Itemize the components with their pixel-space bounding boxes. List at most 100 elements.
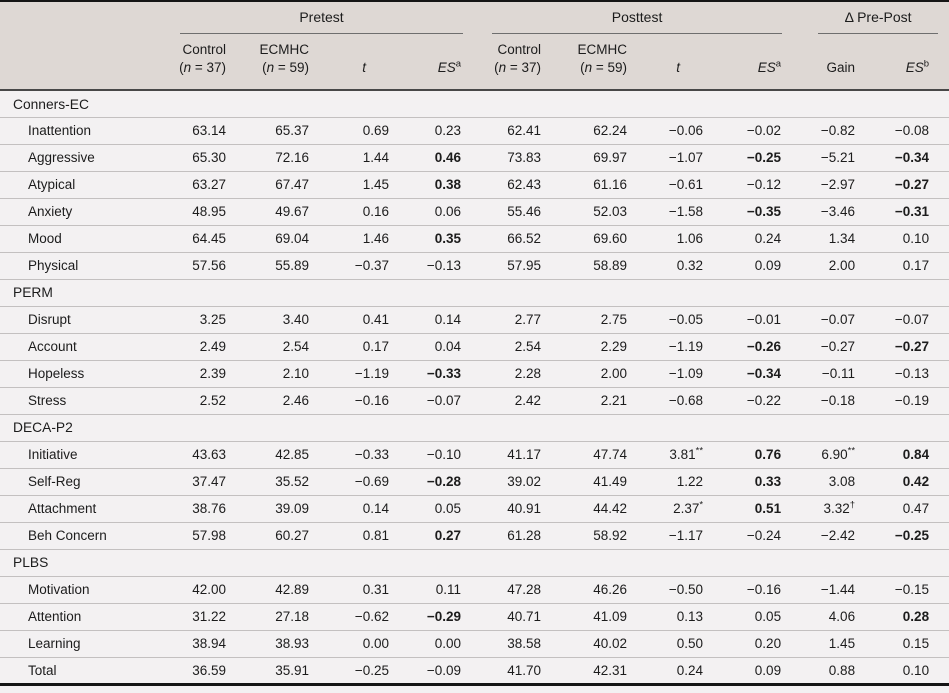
cell-value: 1.44 — [362, 150, 389, 166]
cell-value: 0.69 — [362, 123, 389, 139]
group-posttest-label: Posttest — [611, 9, 663, 25]
cell-value: 2.29 — [600, 339, 628, 355]
cell-value: 2.00 — [828, 258, 856, 274]
value-cell: −0.68 — [636, 387, 713, 415]
value-cell: 62.24 — [550, 117, 637, 145]
value-cell: 0.84 — [865, 441, 949, 469]
value-cell: 0.28 — [865, 603, 949, 631]
value-cell: 41.49 — [550, 468, 637, 496]
cell-value: 69.60 — [593, 231, 628, 247]
cell-value: −0.13 — [894, 366, 930, 382]
value-cell: 0.38 — [398, 171, 471, 199]
value-cell: 0.69 — [318, 117, 398, 145]
cell-value: −0.27 — [820, 339, 856, 355]
cell-value: 0.05 — [754, 609, 782, 625]
cell-value: 52.03 — [593, 204, 628, 220]
section-row: PLBS — [0, 549, 949, 577]
cell-value: 2.49 — [199, 339, 226, 355]
value-cell: 0.17 — [865, 252, 949, 280]
value-cell: 0.51 — [712, 495, 791, 523]
cell-value: −0.35 — [746, 204, 782, 220]
cell-value: 55.89 — [275, 258, 309, 274]
cell-value: 58.92 — [593, 528, 628, 544]
cell-value: 37.47 — [192, 474, 226, 490]
value-cell: 57.98 — [170, 522, 235, 550]
cell-value: 62.24 — [593, 123, 628, 139]
section-label: Conners-EC — [0, 90, 949, 118]
cell-value: 62.43 — [507, 177, 542, 193]
value-cell: 2.46 — [235, 387, 318, 415]
value-cell: 66.52 — [470, 225, 551, 253]
cell-value: −0.06 — [668, 123, 704, 139]
value-cell: 0.11 — [398, 576, 471, 604]
value-cell: 37.47 — [170, 468, 235, 496]
row-label: Physical — [0, 252, 170, 280]
cell-value: −0.29 — [426, 609, 462, 625]
value-cell: 2.77 — [470, 306, 551, 334]
cell-value: 39.02 — [507, 474, 542, 490]
cell-value: −0.08 — [894, 123, 930, 139]
row-label: Attachment — [0, 495, 170, 523]
value-cell: 27.18 — [235, 603, 318, 631]
value-cell: 0.00 — [318, 630, 398, 658]
cell-value: 0.81 — [362, 528, 389, 544]
column-header-row: Control (n = 37) ECMHC (n = 59) t ESa Co… — [0, 34, 949, 92]
cell-value: −0.34 — [894, 150, 930, 166]
cell-value: 0.16 — [362, 204, 389, 220]
value-cell: 3.08 — [790, 468, 866, 496]
cell-value: −0.61 — [668, 177, 704, 193]
cell-value: 0.14 — [362, 501, 389, 517]
section-label: PERM — [0, 279, 949, 307]
cell-value: −0.07 — [426, 393, 462, 409]
cell-value: 2.54 — [514, 339, 542, 355]
value-cell: 69.60 — [550, 225, 637, 253]
value-cell: 69.04 — [235, 225, 318, 253]
group-delta-underline: Δ Pre-Post — [818, 2, 939, 35]
section-label: DECA-P2 — [0, 414, 949, 442]
significance-marker: † — [849, 499, 856, 511]
cell-value: 36.59 — [192, 662, 226, 678]
value-cell: 62.41 — [470, 117, 551, 145]
row-label: Learning — [0, 630, 170, 658]
value-cell: −0.05 — [636, 306, 713, 334]
value-cell: 0.33 — [712, 468, 791, 496]
cell-value: −0.33 — [354, 447, 389, 463]
value-cell: 57.95 — [470, 252, 551, 280]
cell-value: 1.46 — [362, 231, 389, 247]
cell-value: 41.70 — [507, 662, 542, 678]
cell-value: 0.28 — [902, 609, 930, 625]
value-cell: 38.58 — [470, 630, 551, 658]
row-label: Stress — [0, 387, 170, 415]
row-label: Self-Reg — [0, 468, 170, 496]
value-cell: 1.06 — [636, 225, 713, 253]
cell-value: 0.23 — [434, 123, 462, 139]
cell-value: 43.63 — [192, 447, 226, 463]
cell-value: 2.28 — [514, 366, 542, 382]
value-cell: 39.02 — [470, 468, 551, 496]
cell-value: −0.25 — [354, 662, 389, 678]
section-row: DECA-P2 — [0, 414, 949, 442]
cell-value: 57.95 — [507, 258, 542, 274]
cell-value: 41.17 — [507, 447, 542, 463]
row-label: Beh Concern — [0, 522, 170, 550]
value-cell: 0.42 — [865, 468, 949, 496]
value-cell: −0.07 — [398, 387, 471, 415]
value-cell: 3.81** — [636, 441, 713, 469]
value-cell: −0.34 — [712, 360, 791, 388]
value-cell: −0.10 — [398, 441, 471, 469]
cell-value: −0.69 — [354, 474, 389, 490]
cell-value: 0.17 — [362, 339, 389, 355]
cell-value: −1.17 — [668, 528, 704, 544]
table-row: Learning 38.94 38.93 0.00 0.00 38.58 40.02 0.50… — [0, 630, 949, 658]
value-cell: −0.62 — [318, 603, 398, 631]
value-cell: 0.20 — [712, 630, 791, 658]
value-cell: 3.32† — [790, 495, 866, 523]
cell-value: 38.94 — [192, 636, 226, 652]
cell-value: 61.16 — [593, 177, 628, 193]
value-cell: −0.61 — [636, 171, 713, 199]
row-label: Anxiety — [0, 198, 170, 226]
cell-value: −0.62 — [354, 609, 389, 625]
cell-value: 3.40 — [282, 312, 309, 328]
cell-value: 41.09 — [593, 609, 628, 625]
cell-value: −0.37 — [354, 258, 389, 274]
